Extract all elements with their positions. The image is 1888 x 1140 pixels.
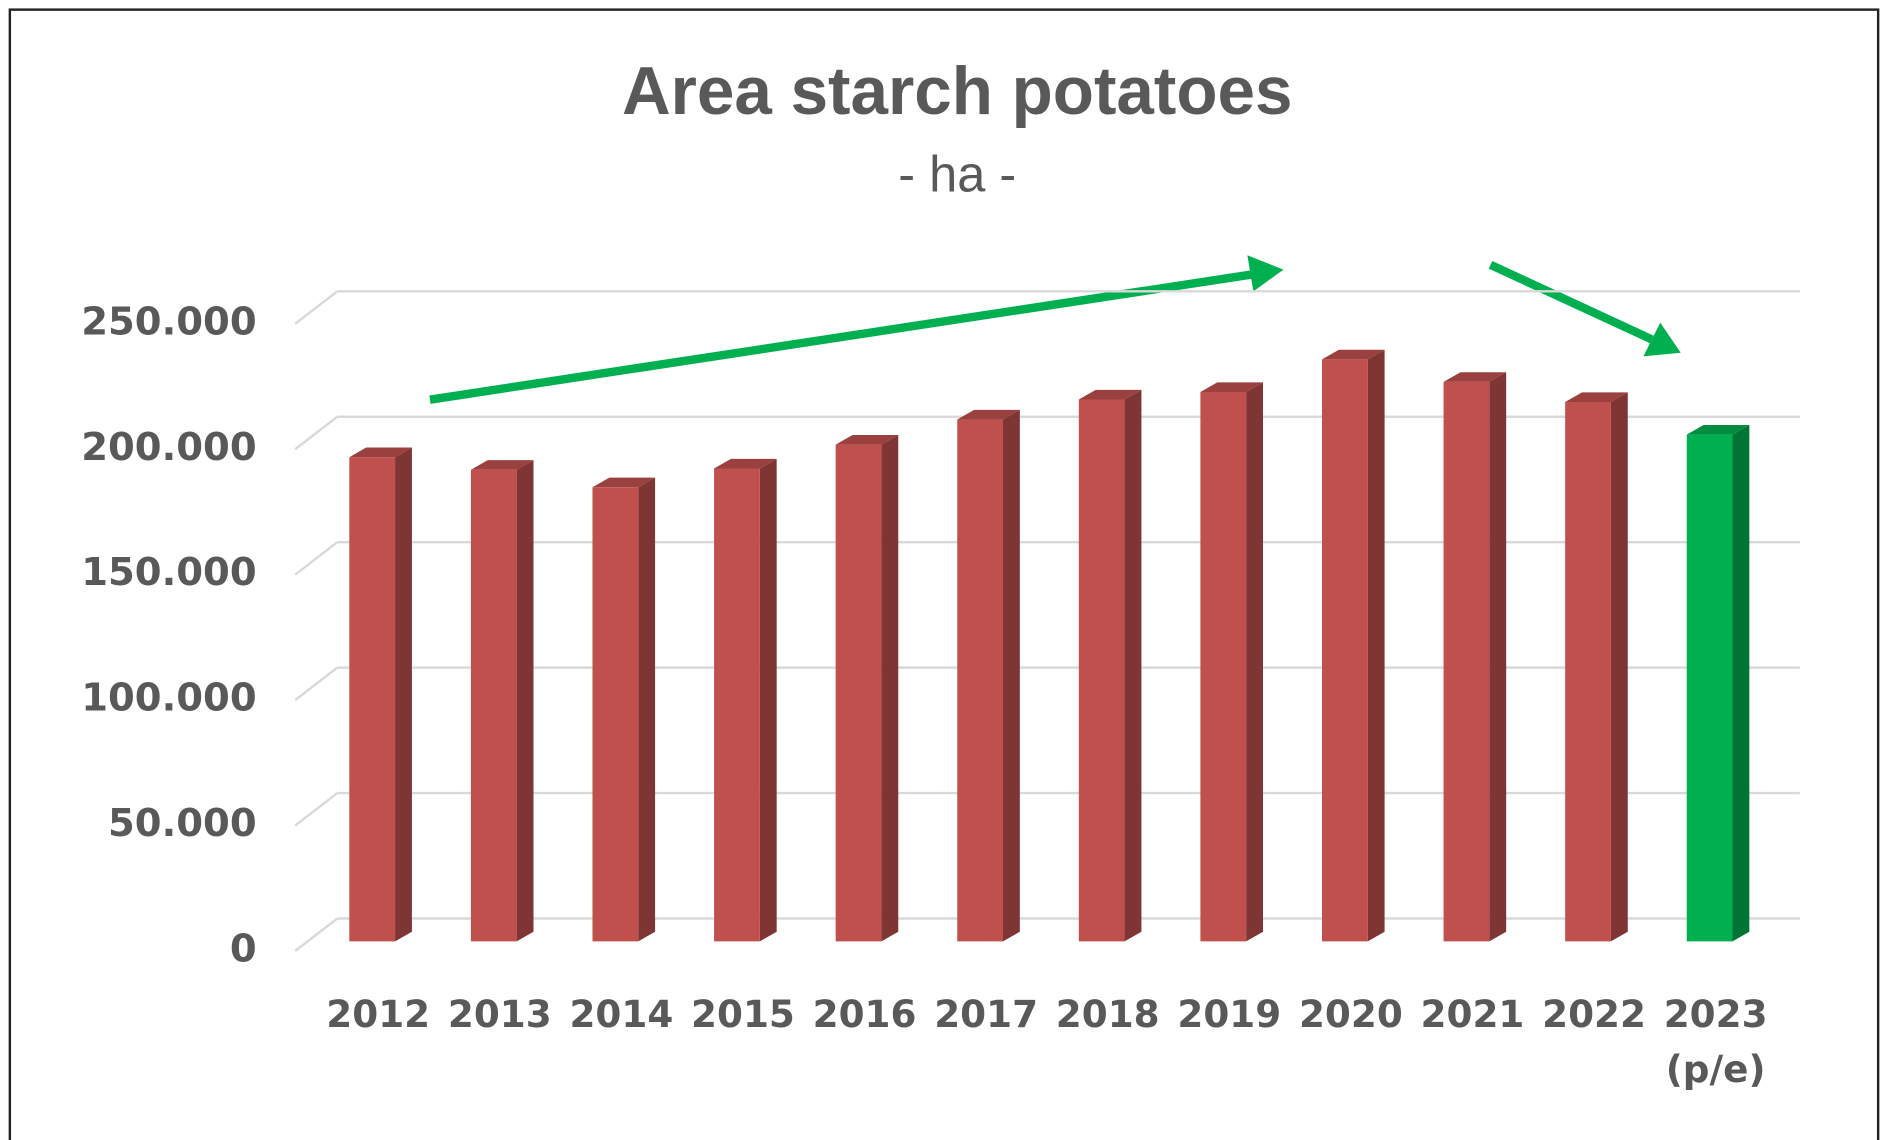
y-tick-label: 150.000 <box>81 550 256 595</box>
bar-top <box>714 458 777 469</box>
bar-side <box>1489 372 1507 942</box>
x-tick-label: 2020 <box>1298 993 1403 1037</box>
grid-line <box>294 415 339 451</box>
bar <box>714 468 760 942</box>
x-tick-label-box: 2016 <box>812 993 917 1037</box>
bar-side <box>1246 382 1264 942</box>
x-tick-label: 2016 <box>812 993 917 1037</box>
y-tick-label: 200.000 <box>81 425 256 470</box>
bar <box>1686 434 1733 942</box>
grid-line <box>294 541 339 576</box>
grid-line <box>294 290 339 325</box>
trend-arrows <box>429 255 1681 404</box>
bar-top <box>592 477 656 488</box>
grid-line <box>294 792 339 827</box>
grid-line <box>294 666 339 702</box>
bar-side <box>395 447 412 942</box>
x-tick-label-box: 2020 <box>1298 993 1403 1037</box>
x-tick-label-box: 2022 <box>1542 993 1646 1037</box>
bar <box>592 487 639 942</box>
bar-side <box>1610 392 1628 942</box>
arrow-head <box>1643 322 1681 357</box>
bar-side <box>1002 409 1020 942</box>
x-tick-label-box: 2012 <box>326 993 431 1037</box>
bar-side <box>759 458 777 942</box>
bar-side <box>1732 424 1750 942</box>
x-tick-label: 2021 <box>1420 993 1525 1037</box>
x-tick-label: 2013 <box>447 993 552 1037</box>
bar <box>1078 399 1125 942</box>
x-tick-label: 2015 <box>691 993 795 1037</box>
bar-top <box>957 409 1020 420</box>
bar-top <box>1565 392 1628 402</box>
bar-top <box>1443 372 1507 382</box>
bar-top <box>349 447 412 458</box>
x-tick-label-box: 2015 <box>691 993 795 1037</box>
chart-title: Area starch potatoes <box>622 54 1293 129</box>
x-tick-label-box: 2017 <box>934 993 1039 1037</box>
bar <box>1200 391 1247 942</box>
bar-top <box>1321 349 1385 360</box>
arrow-down <box>1488 261 1654 344</box>
x-tick-label-box: 2013 <box>447 993 552 1037</box>
bar-top <box>470 460 534 470</box>
bar <box>957 419 1003 942</box>
bar-side <box>1124 389 1142 942</box>
grid-line <box>294 917 339 952</box>
x-tick-label-box: 2023 (p/e) <box>1663 993 1768 1092</box>
x-tick-label-box: 2021 <box>1420 993 1525 1037</box>
bar-top <box>1078 389 1142 400</box>
y-tick-label: 250.000 <box>81 299 256 344</box>
x-tick-label-box: 2018 <box>1055 993 1160 1037</box>
bar-top <box>1200 382 1264 392</box>
x-tick-label: 2017 <box>934 993 1039 1037</box>
x-tick-label: 2022 <box>1542 993 1646 1037</box>
bar-side <box>516 460 534 942</box>
arrow-up <box>429 270 1253 404</box>
bar-side <box>638 477 656 942</box>
x-tick-label-box: 2019 <box>1177 993 1282 1037</box>
bar-top <box>1686 424 1750 435</box>
bar <box>470 469 517 942</box>
x-tick-label-box: 2014 <box>569 993 674 1037</box>
x-tick-label: 2018 <box>1055 993 1160 1037</box>
bar <box>1443 381 1490 942</box>
bar <box>1565 401 1611 942</box>
bar <box>835 444 882 942</box>
arrow-head <box>1247 255 1284 292</box>
y-tick-label: 0 <box>230 927 257 972</box>
bar-top <box>835 435 899 445</box>
x-tick-label: 2019 <box>1177 993 1282 1037</box>
y-tick-label: 100.000 <box>81 676 256 721</box>
chart-subtitle: - ha - <box>898 146 1016 203</box>
y-tick-label: 50.000 <box>108 801 257 846</box>
bar-side <box>1367 349 1385 942</box>
x-tick-label: 2012 <box>326 993 431 1037</box>
bar <box>1321 359 1368 942</box>
x-tick-label: 2014 <box>569 993 674 1037</box>
bar-side <box>881 435 899 942</box>
bar <box>349 457 396 942</box>
x-tick-label: 2023 (p/e) <box>1663 993 1768 1092</box>
